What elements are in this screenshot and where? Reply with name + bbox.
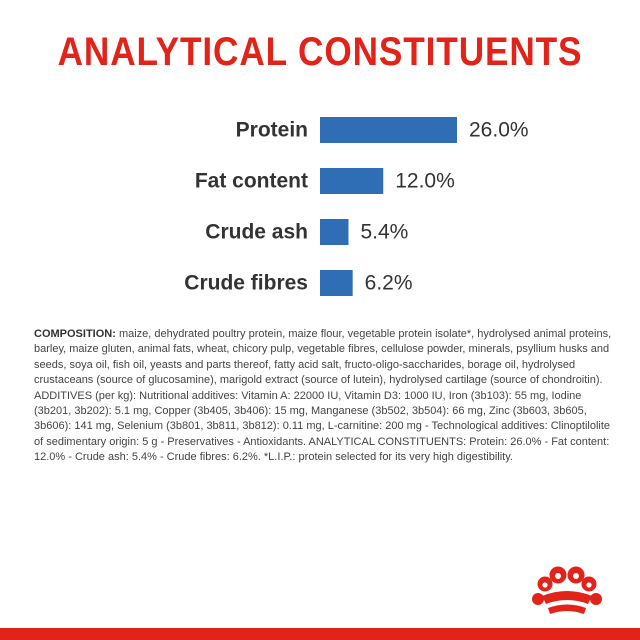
- category-label: Protein: [236, 119, 308, 142]
- bar: [320, 270, 353, 296]
- composition-label: COMPOSITION:: [34, 328, 116, 340]
- bar: [320, 117, 457, 143]
- composition-body: maize, dehydrated poultry protein, maize…: [34, 328, 612, 464]
- category-label: Crude ash: [205, 221, 308, 244]
- bar: [320, 219, 349, 245]
- value-label: 5.4%: [360, 221, 408, 244]
- category-label: Fat content: [195, 170, 308, 193]
- category-label: Crude fibres: [184, 272, 308, 295]
- analytical-constituents-bar-chart: Protein 26.0% Fat content 12.0% Crude ash 5.4…: [184, 117, 529, 296]
- bottom-accent-bar: [0, 628, 640, 640]
- composition-text-block: COMPOSITION: maize, dehydrated poultry p…: [34, 327, 614, 466]
- value-label: 6.2%: [365, 272, 413, 295]
- bar: [320, 168, 384, 194]
- value-label: 26.0%: [469, 119, 529, 142]
- page-title: ANALYTICAL CONSTITUENTS: [57, 30, 583, 74]
- royal-crown-icon: [532, 566, 602, 614]
- value-label: 12.0%: [395, 170, 455, 193]
